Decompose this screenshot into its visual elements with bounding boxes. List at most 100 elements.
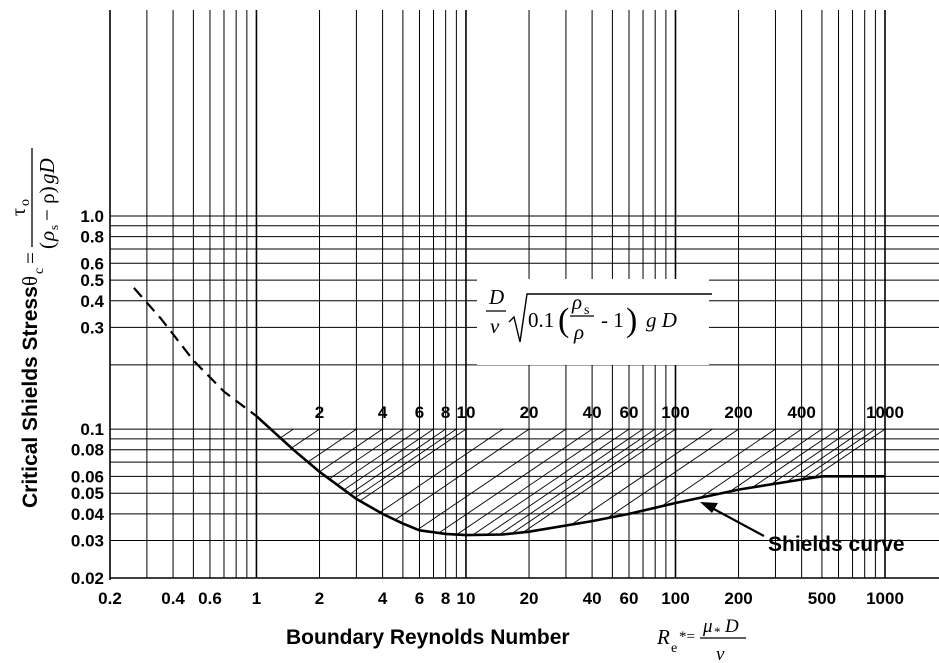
svg-text:μ: μ bbox=[702, 616, 713, 637]
svg-text:R: R bbox=[656, 625, 670, 649]
y-tick-label: 0.04 bbox=[71, 505, 105, 524]
x-axis-formula: R e *= μ * D ν bbox=[656, 616, 746, 663]
diagonal-line bbox=[280, 428, 294, 438]
svg-text:− ρ): − ρ) bbox=[35, 186, 59, 221]
diagonal-line bbox=[438, 428, 593, 534]
svg-text:0.1: 0.1 bbox=[528, 308, 554, 332]
diagonal-line bbox=[307, 428, 357, 463]
diagonal-line bbox=[457, 428, 613, 535]
y-tick-label: 0.1 bbox=[80, 420, 104, 439]
svg-text:gD: gD bbox=[35, 158, 59, 184]
diagonal-line bbox=[511, 428, 667, 534]
y-tick-label: 0.4 bbox=[80, 292, 104, 311]
diagonal-line bbox=[417, 428, 567, 530]
svg-text:*=: *= bbox=[679, 629, 695, 645]
svg-text:=: = bbox=[18, 252, 42, 264]
svg-text:D: D bbox=[488, 285, 504, 309]
x-tick-label: 500 bbox=[808, 589, 836, 608]
diagonal-line bbox=[380, 428, 504, 513]
x-tick-label: 0.4 bbox=[161, 589, 185, 608]
x-tick-label: 4 bbox=[378, 589, 388, 608]
diagonal-line bbox=[359, 428, 467, 502]
diagonal-label: 100 bbox=[661, 403, 689, 422]
svg-text:g D: g D bbox=[646, 308, 677, 332]
y-tick-label: 0.06 bbox=[71, 467, 104, 486]
x-tick-label: 200 bbox=[724, 589, 752, 608]
shields-curve-label: Shields curve bbox=[768, 533, 905, 556]
svg-text:(: ( bbox=[35, 242, 59, 249]
diagonal-line bbox=[786, 428, 865, 483]
diagonal-label: 8 bbox=[441, 403, 450, 422]
svg-text:(: ( bbox=[558, 302, 569, 339]
svg-text:θ: θ bbox=[18, 276, 42, 286]
svg-text:o: o bbox=[18, 199, 33, 206]
y-tick-label: 0.3 bbox=[80, 318, 104, 337]
x-tick-label: 2 bbox=[315, 589, 324, 608]
diagonal-line bbox=[499, 428, 656, 535]
x-tick-label: 0.2 bbox=[98, 589, 122, 608]
diagonal-line bbox=[523, 428, 676, 533]
diagonal-label: 60 bbox=[620, 403, 639, 422]
svg-text:D: D bbox=[724, 616, 739, 637]
x-axis-label: Boundary Reynolds Number bbox=[286, 626, 570, 649]
shields-curve-group bbox=[133, 287, 885, 537]
svg-text:ν: ν bbox=[490, 314, 500, 338]
diagonal-line bbox=[355, 428, 457, 498]
x-tick-label: 100 bbox=[661, 589, 689, 608]
svg-text:- 1: - 1 bbox=[601, 308, 624, 332]
diagonal-line bbox=[395, 428, 530, 520]
x-tick-label: 6 bbox=[415, 589, 424, 608]
svg-text:c: c bbox=[32, 268, 47, 274]
svg-text:s: s bbox=[584, 303, 589, 318]
diagonal-label: 200 bbox=[724, 403, 752, 422]
svg-text:ν: ν bbox=[716, 644, 725, 663]
y-tick-label: 0.02 bbox=[71, 569, 104, 588]
diagonal-label: 2 bbox=[315, 403, 324, 422]
diagonal-line bbox=[472, 428, 630, 536]
diagonal-line bbox=[337, 428, 420, 485]
x-tick-label: 1 bbox=[252, 589, 261, 608]
diagonal-line bbox=[771, 428, 853, 485]
grid-lines bbox=[109, 10, 939, 580]
diagonal-label: 4 bbox=[378, 403, 388, 422]
diagonal-line bbox=[329, 428, 404, 480]
diagonal-label: 1000 bbox=[866, 403, 904, 422]
y-tick-label: 0.08 bbox=[71, 441, 104, 460]
diagonal-line bbox=[700, 428, 802, 498]
shields-curve-annotation: Shields curve bbox=[700, 502, 905, 556]
x-tick-label: 1000 bbox=[866, 589, 904, 608]
diagonal-line bbox=[319, 428, 383, 473]
diagonal-line bbox=[292, 428, 320, 448]
svg-text:ρ: ρ bbox=[35, 231, 59, 242]
diagonal-label: 400 bbox=[787, 403, 815, 422]
x-tick-labels: 0.2 0.4 0.6 1 2 4 6 8 10 20 40 60 100 200 500 1000 bbox=[98, 589, 904, 608]
x-tick-label: 60 bbox=[620, 589, 639, 608]
y-tick-labels: 0.02 0.03 0.04 0.050.06 0.08 0.1 0.3 0.4 0.50.6 0… bbox=[71, 207, 105, 588]
svg-text:s: s bbox=[46, 225, 61, 230]
y-axis-title: Critical Shields Stress θ c = τ o ( ρ s … bbox=[8, 148, 61, 508]
y-tick-label: 0.5 bbox=[80, 271, 104, 290]
svg-text:e: e bbox=[671, 641, 677, 656]
diagonal-label: 20 bbox=[520, 403, 539, 422]
diagonal-label: 10 bbox=[457, 403, 476, 422]
diagonal-label: 40 bbox=[583, 403, 602, 422]
diagonal-line bbox=[752, 428, 839, 488]
x-tick-label: 10 bbox=[457, 589, 476, 608]
x-tick-label: 40 bbox=[583, 589, 602, 608]
diagonal-labels: 2 4 6 8 10 20 40 60 100 200 400 1000 bbox=[315, 403, 904, 422]
svg-text:): ) bbox=[626, 302, 637, 339]
svg-text:ρ: ρ bbox=[573, 320, 584, 344]
y-tick-label: 0.6 bbox=[80, 254, 104, 273]
x-tick-label: 0.6 bbox=[198, 589, 222, 608]
shields-curve-solid bbox=[255, 415, 885, 537]
y-tick-label: 0.05 bbox=[71, 484, 104, 503]
svg-text:*: * bbox=[714, 624, 721, 639]
diagonal-line bbox=[730, 428, 823, 492]
shields-curve-dashed bbox=[133, 287, 258, 417]
svg-text:τ: τ bbox=[8, 208, 30, 216]
diagonal-line bbox=[350, 428, 446, 495]
diagonal-label: 6 bbox=[415, 403, 424, 422]
x-tick-label: 8 bbox=[441, 589, 450, 608]
diagonal-line bbox=[813, 428, 886, 478]
